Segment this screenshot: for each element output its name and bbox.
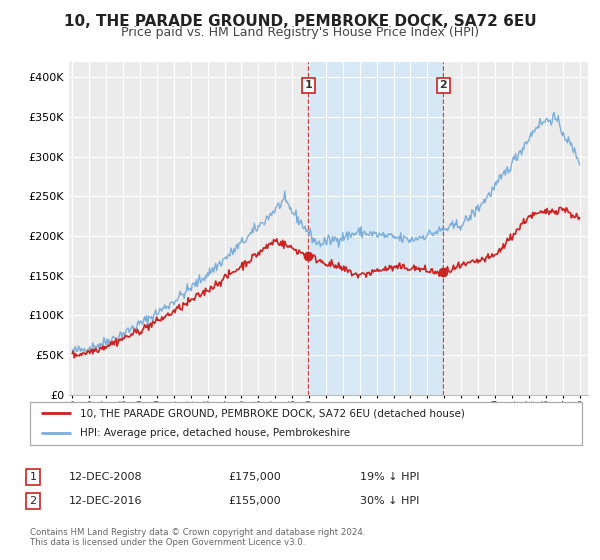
Text: 1: 1 [304,81,312,90]
Text: Price paid vs. HM Land Registry's House Price Index (HPI): Price paid vs. HM Land Registry's House … [121,26,479,39]
Text: 19% ↓ HPI: 19% ↓ HPI [360,472,419,482]
Text: 30% ↓ HPI: 30% ↓ HPI [360,496,419,506]
Text: 12-DEC-2008: 12-DEC-2008 [69,472,143,482]
Text: 1: 1 [29,472,37,482]
Text: HPI: Average price, detached house, Pembrokeshire: HPI: Average price, detached house, Pemb… [80,428,350,438]
Text: 10, THE PARADE GROUND, PEMBROKE DOCK, SA72 6EU: 10, THE PARADE GROUND, PEMBROKE DOCK, SA… [64,14,536,29]
Text: 2: 2 [440,81,448,90]
Text: £175,000: £175,000 [228,472,281,482]
Text: 2: 2 [29,496,37,506]
Text: 12-DEC-2016: 12-DEC-2016 [69,496,143,506]
Bar [308,62,443,395]
Text: £155,000: £155,000 [228,496,281,506]
Text: 10, THE PARADE GROUND, PEMBROKE DOCK, SA72 6EU (detached house): 10, THE PARADE GROUND, PEMBROKE DOCK, SA… [80,408,464,418]
Text: Contains HM Land Registry data © Crown copyright and database right 2024.
This d: Contains HM Land Registry data © Crown c… [30,528,365,547]
